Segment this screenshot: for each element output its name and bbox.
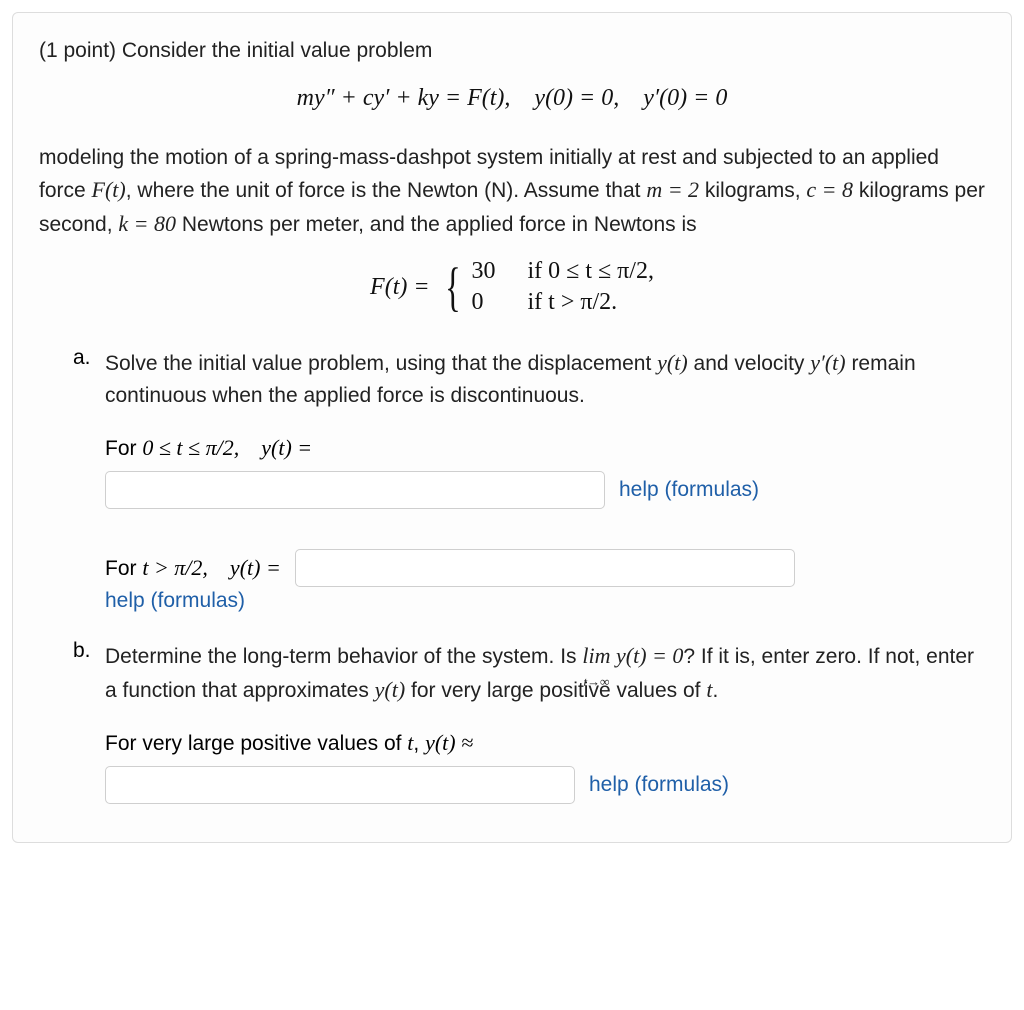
answer2-label: For t > π/2, y(t) = — [105, 555, 281, 581]
desc-math: c = 8 — [806, 177, 853, 202]
answer3-input[interactable] — [105, 766, 575, 804]
part-b: b. Determine the long-term behavior of t… — [39, 639, 985, 804]
for-text: For — [105, 437, 142, 460]
b-label: For very large positive values of — [105, 732, 407, 755]
answer3-label: For very large positive values of t, y(t… — [105, 730, 985, 756]
case2-value: 0 — [471, 289, 495, 316]
case1-cond: if 0 ≤ t ≤ π/2, — [527, 258, 653, 285]
lim-text: lim — [582, 643, 610, 668]
answer2-range: t > π/2, y(t) = — [142, 555, 280, 580]
case2-cond: if t > π/2. — [527, 289, 653, 316]
main-equation: my″ + cy′ + ky = F(t), y(0) = 0, y′(0) =… — [39, 85, 985, 112]
b-text: Determine the long-term behavior of the … — [105, 645, 582, 668]
brace-icon: { — [445, 271, 461, 303]
a-math: y(t) — [657, 350, 688, 375]
b-label: , — [413, 732, 425, 755]
description-paragraph: modeling the motion of a spring-mass-das… — [39, 142, 985, 241]
problem-panel: (1 point) Consider the initial value pro… — [12, 12, 1012, 843]
b-text: . — [712, 679, 718, 702]
answer1-input[interactable] — [105, 471, 605, 509]
b-math: y(t) = 0 — [611, 643, 684, 668]
case1-value: 30 — [471, 258, 495, 285]
piecewise-label: F(t) = — [370, 274, 430, 301]
b-text: for very large positive values of — [405, 679, 706, 702]
part-a-text: Solve the initial value problem, using t… — [105, 346, 985, 411]
help-link-1[interactable]: help (formulas) — [619, 478, 759, 502]
piecewise-equation: F(t) = { 30 if 0 ≤ t ≤ π/2, 0 if t > π/2… — [39, 258, 985, 316]
lim-sub: t→∞ — [582, 672, 610, 692]
desc-math: F(t) — [92, 177, 126, 202]
desc-math: m = 2 — [646, 177, 699, 202]
part-b-text: Determine the long-term behavior of the … — [105, 639, 985, 706]
intro-text: (1 point) Consider the initial value pro… — [39, 35, 985, 67]
answer1-label: For 0 ≤ t ≤ π/2, y(t) = — [105, 435, 985, 461]
part-a: a. Solve the initial value problem, usin… — [39, 346, 985, 613]
part-b-marker: b. — [73, 639, 95, 706]
piecewise-cases: 30 if 0 ≤ t ≤ π/2, 0 if t > π/2. — [471, 258, 653, 316]
for-text: For — [105, 557, 142, 580]
a-text: and velocity — [688, 352, 811, 375]
desc-math: k = 80 — [118, 211, 176, 236]
b-math: y(t) — [375, 677, 406, 702]
help-link-2[interactable]: help (formulas) — [105, 589, 245, 612]
a-math: y′(t) — [810, 350, 845, 375]
desc-part: kilograms, — [699, 179, 806, 202]
limit-symbol: limt→∞ — [582, 639, 610, 672]
answer2-input[interactable] — [295, 549, 795, 587]
b-label-math: y(t) ≈ — [425, 730, 473, 755]
part-a-marker: a. — [73, 346, 95, 411]
answer1-range: 0 ≤ t ≤ π/2, y(t) = — [142, 435, 312, 460]
a-text: Solve the initial value problem, using t… — [105, 352, 657, 375]
help-link-3[interactable]: help (formulas) — [589, 773, 729, 797]
desc-part: , where the unit of force is the Newton … — [126, 179, 647, 202]
desc-part: Newtons per meter, and the applied force… — [176, 213, 697, 236]
